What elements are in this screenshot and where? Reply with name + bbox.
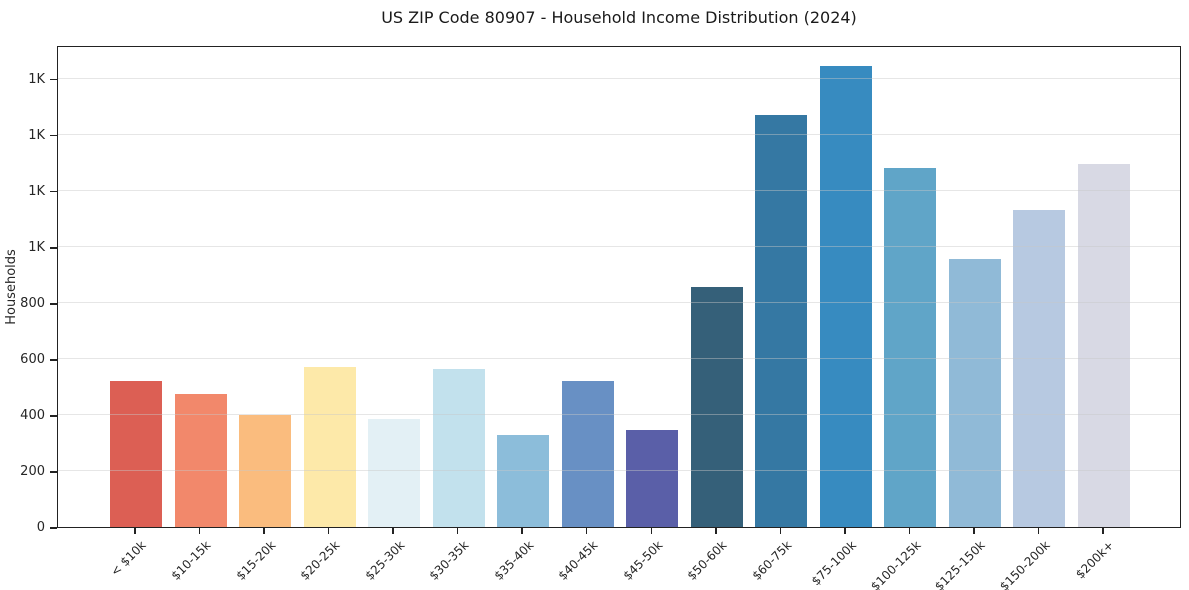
gridline <box>58 189 1180 191</box>
x-tick-mark <box>973 528 975 534</box>
gridline <box>58 77 1180 79</box>
gridline <box>58 469 1180 471</box>
x-tick-label: $50-60k <box>684 538 730 583</box>
x-tick-mark <box>392 528 394 534</box>
y-tick-label: 1K <box>28 239 45 255</box>
y-tick-label: 400 <box>20 407 45 423</box>
x-tick-mark <box>779 528 782 534</box>
x-tick-mark <box>134 528 136 534</box>
x-tick-label: $200k+ <box>1073 538 1117 582</box>
y-tick-label: 800 <box>20 295 45 311</box>
bar-9-45-50k <box>626 430 679 527</box>
bar-2-10-15k <box>174 393 227 527</box>
y-axis-label: Households <box>4 249 19 325</box>
gridline <box>58 133 1180 135</box>
bar-6-30-35k <box>432 368 485 527</box>
bar-11-60-75k <box>755 115 808 527</box>
y-tick-label: 600 <box>20 351 45 367</box>
x-tick-mark <box>198 528 201 534</box>
x-tick-label: $100-125k <box>867 538 924 590</box>
x-tick-label: $20-25k <box>297 538 343 583</box>
x-tick-mark <box>521 528 523 534</box>
y-tick-mark <box>50 359 57 361</box>
x-tick-label: $35-40k <box>491 538 537 583</box>
y-tick-label: 0 <box>36 520 45 535</box>
x-tick-mark <box>327 528 330 534</box>
y-tick-mark <box>50 247 57 249</box>
gridline <box>58 413 1180 415</box>
y-tick-mark <box>50 415 57 417</box>
y-tick-mark <box>50 78 57 81</box>
gridline <box>58 357 1180 359</box>
x-tick-mark <box>1102 528 1104 534</box>
bar-5-25-30k <box>368 419 421 527</box>
bar-12-75-100k <box>819 66 872 527</box>
chart-title: US ZIP Code 80907 - Household Income Dis… <box>381 8 857 27</box>
y-tick-mark <box>50 134 57 137</box>
bar-8-40-45k <box>561 381 614 527</box>
bar-13-100-125k <box>884 168 937 527</box>
x-tick-label: $150-200k <box>996 538 1053 590</box>
x-tick-mark <box>908 528 911 534</box>
bar-14-125-150k <box>948 259 1001 527</box>
x-tick-label: $125-150k <box>932 538 988 590</box>
x-tick-label: $40-45k <box>555 538 601 583</box>
x-tick-label: $60-75k <box>749 538 795 583</box>
x-tick-mark <box>715 528 717 534</box>
x-tick-mark <box>1037 528 1040 534</box>
y-tick-label: 1K <box>28 127 45 143</box>
x-tick-label: $45-50k <box>620 538 666 583</box>
gridline <box>58 301 1180 303</box>
y-tick-mark <box>50 303 57 305</box>
y-tick-mark <box>50 190 57 193</box>
y-tick-label: 1K <box>28 71 45 87</box>
y-tick-label: 200 <box>20 463 45 479</box>
bar-4-20-25k <box>303 367 356 527</box>
x-tick-label: $15-20k <box>233 538 278 583</box>
x-tick-label: $10-15k <box>168 538 214 583</box>
bar-10-50-60k <box>690 287 743 527</box>
x-tick-mark <box>263 528 265 534</box>
x-tick-mark <box>456 528 459 534</box>
x-tick-label: $25-30k <box>362 538 408 583</box>
x-tick-label: $75-100k <box>808 538 859 589</box>
x-tick-label: < $10k <box>108 538 149 579</box>
bar-16-200k <box>1078 164 1130 527</box>
y-tick-label: 1K <box>28 183 45 199</box>
bar-3-15-20k <box>239 414 292 527</box>
y-tick-mark <box>50 471 57 473</box>
bar-15-150-200k <box>1013 210 1066 527</box>
x-tick-label: $30-35k <box>426 538 472 583</box>
bar-7-35-40k <box>497 434 550 527</box>
bar-1-10k <box>110 381 162 527</box>
x-tick-mark <box>844 528 846 534</box>
plot-area <box>57 46 1181 528</box>
gridline <box>58 245 1180 247</box>
x-tick-mark <box>585 528 588 534</box>
y-tick-mark <box>50 527 57 529</box>
x-tick-mark <box>650 528 653 534</box>
